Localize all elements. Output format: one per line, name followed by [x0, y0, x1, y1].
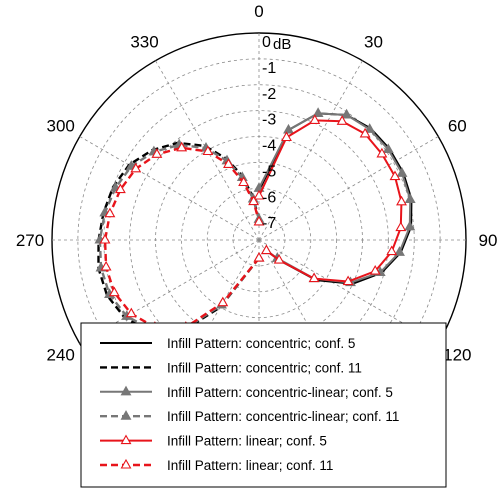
- data-point: [253, 215, 265, 226]
- data-point: [130, 162, 142, 173]
- legend-item: Infill Pattern: concentric; conf. 5: [100, 336, 355, 351]
- data-point: [312, 107, 324, 117]
- data-point: [248, 195, 260, 206]
- angle-tick-label: 30: [364, 33, 383, 52]
- legend-item: Infill Pattern: linear; conf. 11: [100, 458, 333, 473]
- data-point: [108, 286, 120, 297]
- angle-tick-label: 240: [47, 346, 75, 365]
- data-point: [114, 183, 126, 194]
- data-point: [104, 207, 116, 218]
- data-point: [217, 296, 229, 307]
- radial-tick-label: -3: [262, 112, 276, 129]
- legend-marker: [120, 410, 132, 420]
- angle-tick-label: 300: [47, 117, 75, 136]
- data-point: [336, 115, 348, 125]
- grid-spoke: [79, 239, 260, 344]
- angle-tick-label: 0: [254, 2, 263, 21]
- data-point: [176, 141, 188, 152]
- data-point: [369, 264, 381, 275]
- radial-tick-label: -1: [262, 60, 276, 77]
- data-point: [394, 246, 405, 256]
- data-point: [389, 170, 401, 181]
- data-point: [309, 114, 321, 124]
- data-point: [376, 147, 388, 158]
- data-point: [382, 143, 394, 154]
- series-layer: [94, 107, 416, 334]
- data-point: [238, 176, 250, 187]
- legend-item: Infill Pattern: concentric; conf. 11: [100, 360, 362, 375]
- data-point: [100, 260, 112, 271]
- data-point: [359, 127, 371, 138]
- angle-tick-label: 60: [448, 117, 467, 136]
- data-point: [99, 233, 111, 244]
- legend-marker: [120, 458, 132, 469]
- grid-circle: [206, 187, 312, 293]
- legend-label: Infill Pattern: linear; conf. 5: [167, 434, 327, 449]
- grid-circle: [129, 110, 389, 370]
- grid-spoke: [258, 60, 363, 241]
- radial-tick-label: -5: [262, 163, 276, 180]
- angle-tick-label: 120: [443, 346, 471, 365]
- data-point: [202, 145, 214, 156]
- grid-spoke: [79, 136, 260, 241]
- angle-tick-label: 90: [479, 231, 498, 250]
- legend-label: Infill Pattern: concentric-linear; conf.…: [167, 409, 399, 424]
- series-6: [99, 141, 265, 331]
- legend-label: Infill Pattern: concentric-linear; conf.…: [167, 385, 393, 400]
- radial-tick-label: -2: [262, 86, 276, 103]
- radial-tick-label: -4: [262, 138, 276, 155]
- data-point: [386, 245, 398, 256]
- data-point: [404, 220, 416, 231]
- legend-item: Infill Pattern: linear; conf. 5: [100, 434, 327, 449]
- legend-item: Infill Pattern: concentric-linear; conf.…: [100, 385, 393, 400]
- data-point: [273, 253, 285, 264]
- data-point: [223, 158, 234, 168]
- radial-tick-label: -7: [262, 215, 276, 232]
- data-point: [342, 275, 354, 286]
- data-point: [283, 123, 294, 134]
- series-5: [253, 114, 407, 286]
- angle-tick-label: 270: [16, 231, 44, 250]
- series-4: [94, 138, 265, 334]
- data-point: [308, 272, 320, 283]
- data-point: [260, 244, 272, 255]
- series-line: [103, 146, 261, 329]
- data-point: [396, 195, 407, 206]
- radial-tick-label: -6: [262, 189, 276, 206]
- legend-marker: [120, 385, 132, 396]
- data-point: [151, 148, 163, 158]
- angle-tick-label: 330: [130, 33, 158, 52]
- grid-circle: [180, 161, 338, 319]
- data-point: [395, 221, 407, 232]
- data-point: [253, 189, 265, 200]
- data-point: [341, 108, 353, 119]
- legend-label: Infill Pattern: concentric; conf. 5: [167, 336, 355, 351]
- grid-spoke: [258, 239, 439, 344]
- data-point: [253, 251, 265, 262]
- legend-item: Infill Pattern: concentric-linear; conf.…: [100, 409, 399, 424]
- data-point: [125, 307, 137, 318]
- grid-spoke: [258, 136, 439, 241]
- data-point: [396, 167, 408, 177]
- legend: Infill Pattern: concentric; conf. 5 Infil…: [80, 322, 447, 488]
- legend-marker: [120, 434, 132, 445]
- data-point: [281, 131, 292, 142]
- legend-label: Infill Pattern: concentric; conf. 11: [167, 360, 362, 375]
- radial-tick-label: 0: [262, 34, 271, 51]
- data-point: [364, 123, 376, 133]
- radial-unit-label: dB: [273, 36, 291, 53]
- legend-label: Infill Pattern: linear; conf. 11: [167, 458, 333, 473]
- legend-box: [80, 322, 447, 488]
- data-point: [404, 193, 416, 204]
- series-line: [98, 143, 261, 332]
